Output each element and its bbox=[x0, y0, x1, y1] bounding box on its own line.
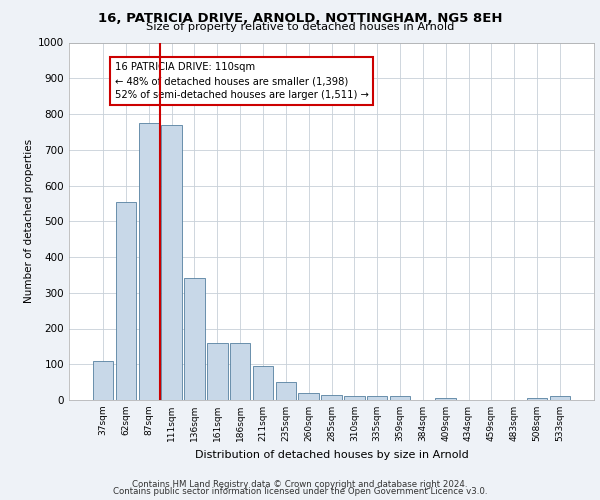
Bar bbox=[344, 396, 365, 400]
Bar bbox=[390, 396, 410, 400]
Bar bbox=[93, 360, 113, 400]
Bar bbox=[116, 202, 136, 400]
Bar bbox=[139, 123, 159, 400]
Bar bbox=[230, 343, 250, 400]
Bar bbox=[184, 278, 205, 400]
X-axis label: Distribution of detached houses by size in Arnold: Distribution of detached houses by size … bbox=[194, 450, 469, 460]
Bar bbox=[253, 366, 273, 400]
Bar bbox=[321, 394, 342, 400]
Text: Contains public sector information licensed under the Open Government Licence v3: Contains public sector information licen… bbox=[113, 487, 487, 496]
Bar bbox=[436, 398, 456, 400]
Bar bbox=[367, 396, 388, 400]
Y-axis label: Number of detached properties: Number of detached properties bbox=[24, 139, 34, 304]
Text: 16, PATRICIA DRIVE, ARNOLD, NOTTINGHAM, NG5 8EH: 16, PATRICIA DRIVE, ARNOLD, NOTTINGHAM, … bbox=[98, 12, 502, 25]
Bar bbox=[275, 382, 296, 400]
Bar bbox=[550, 396, 570, 400]
Text: Size of property relative to detached houses in Arnold: Size of property relative to detached ho… bbox=[146, 22, 454, 32]
Bar bbox=[298, 393, 319, 400]
Text: Contains HM Land Registry data © Crown copyright and database right 2024.: Contains HM Land Registry data © Crown c… bbox=[132, 480, 468, 489]
Bar bbox=[161, 124, 182, 400]
Bar bbox=[527, 398, 547, 400]
Bar bbox=[207, 343, 227, 400]
Text: 16 PATRICIA DRIVE: 110sqm
← 48% of detached houses are smaller (1,398)
52% of se: 16 PATRICIA DRIVE: 110sqm ← 48% of detac… bbox=[115, 62, 368, 100]
